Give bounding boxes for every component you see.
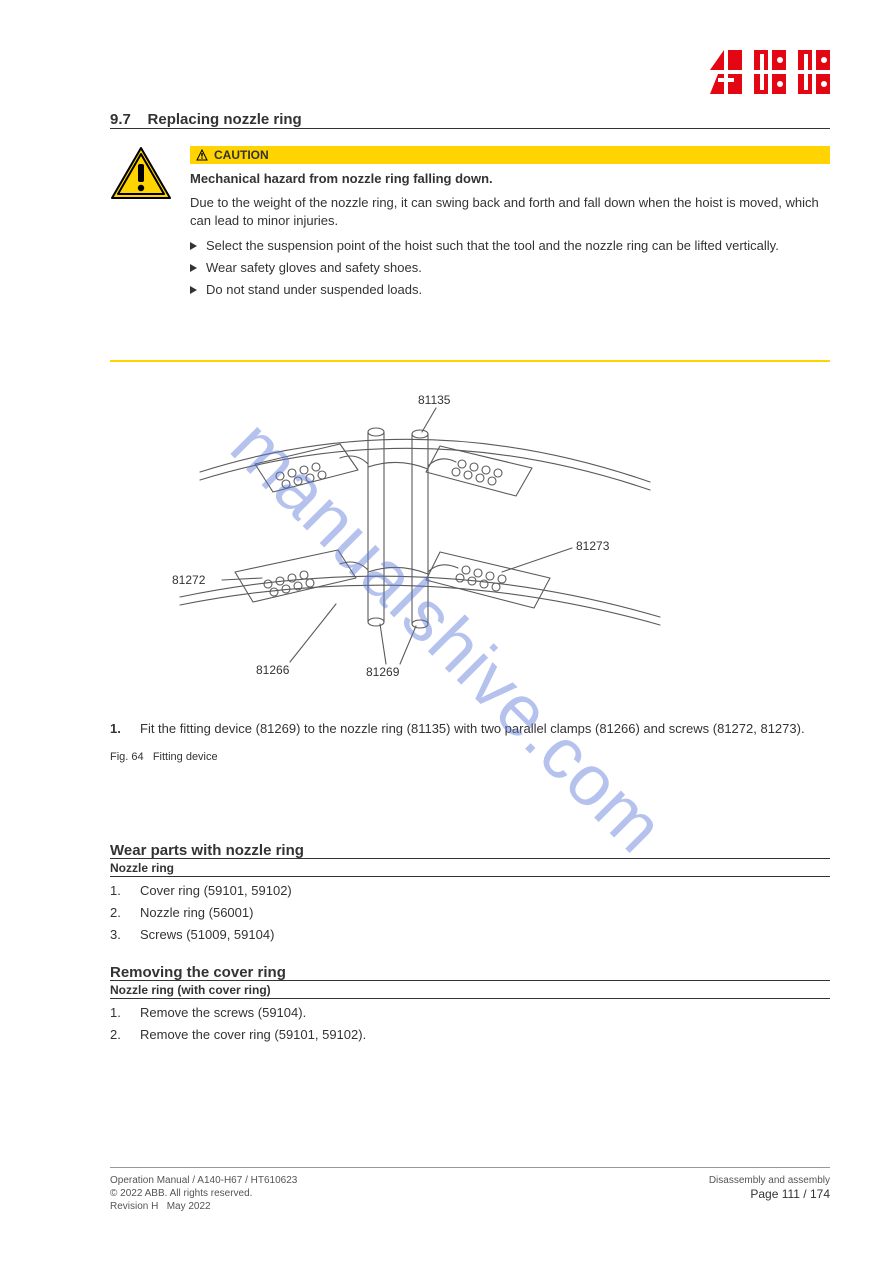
item-text: Screws (51009, 59104) [140,926,830,944]
footer-page-number: Page 111 / 174 [709,1187,830,1203]
list-item: 1. Cover ring (59101, 59102) [110,882,830,900]
step-number: 1. [110,720,121,738]
section-heading: Replacing nozzle ring [148,111,302,128]
cover-ring-subheading: Nozzle ring (with cover ring) [110,982,271,999]
item-text: Remove the cover ring (59101, 59102). [140,1026,830,1044]
figure-caption-text: Fitting device [153,751,218,763]
footer-right: Disassembly and assembly Page 111 / 174 [709,1174,830,1213]
list-item: 3. Screws (51009, 59104) [110,926,830,944]
wear-parts-subheading: Nozzle ring [110,860,174,877]
callout-81266: 81266 [256,662,289,679]
figure-number: Fig. 64 [110,751,144,763]
section-rule [110,128,830,129]
step-1: 1. Fit the fitting device (81269) to the… [110,720,830,738]
callout-81269: 81269 [366,664,399,681]
footer-date: May 2022 [167,1201,211,1212]
footer-copyright: © 2022 ABB. All rights reserved. [110,1187,297,1200]
footer-doc-line: Operation Manual / A140-H67 / HT610623 [110,1174,297,1187]
caution-bullet: Wear safety gloves and safety shoes. [190,259,830,277]
caution-label: CAUTION [214,147,269,164]
rule [110,998,830,999]
caution-body: Mechanical hazard from nozzle ring falli… [190,170,830,303]
cover-ring-list: 1. Remove the screws (59104). 2. Remove … [110,1004,830,1048]
list-item: 1. Remove the screws (59104). [110,1004,830,1022]
item-text: Cover ring (59101, 59102) [140,882,830,900]
list-item: 2. Nozzle ring (56001) [110,904,830,922]
footer-left: Operation Manual / A140-H67 / HT610623 ©… [110,1174,297,1213]
caution-lead: Mechanical hazard from nozzle ring falli… [190,170,830,188]
list-item: 2. Remove the cover ring (59101, 59102). [110,1026,830,1044]
item-number: 3. [110,926,140,944]
caution-bullet: Select the suspension point of the hoist… [190,237,830,255]
rule [110,876,830,877]
footer-chapter: Disassembly and assembly [709,1174,830,1187]
callout-81272: 81272 [172,572,205,589]
mini-warning-icon [196,149,208,161]
item-number: 1. [110,1004,140,1022]
caution-header-bar: CAUTION [190,146,830,164]
item-number: 1. [110,882,140,900]
caution-bottom-rule [110,360,830,362]
section-number: 9.7 [110,111,131,128]
wear-parts-list: 1. Cover ring (59101, 59102) 2. Nozzle r… [110,882,830,949]
item-text: Remove the screws (59104). [140,1004,830,1022]
rule [110,858,830,859]
step-text: Fit the fitting device (81269) to the no… [140,720,830,738]
item-number: 2. [110,904,140,922]
caution-text: Due to the weight of the nozzle ring, it… [190,194,830,230]
section-title: 9.7 Replacing nozzle ring [110,109,302,130]
callout-81273: 81273 [576,538,609,555]
figure-caption: Fig. 64 Fitting device [110,750,218,765]
item-text: Nozzle ring (56001) [140,904,830,922]
warning-triangle-icon [110,146,172,201]
callout-81135: 81135 [418,392,450,409]
rule [110,980,830,981]
figure-nozzle-ring: 81135 81272 81273 81266 81269 [140,372,700,702]
page-footer: Operation Manual / A140-H67 / HT610623 ©… [110,1167,830,1213]
footer-release: Revision H [110,1201,158,1212]
abb-logo [710,50,830,94]
caution-bullet: Do not stand under suspended loads. [190,281,830,299]
item-number: 2. [110,1026,140,1044]
